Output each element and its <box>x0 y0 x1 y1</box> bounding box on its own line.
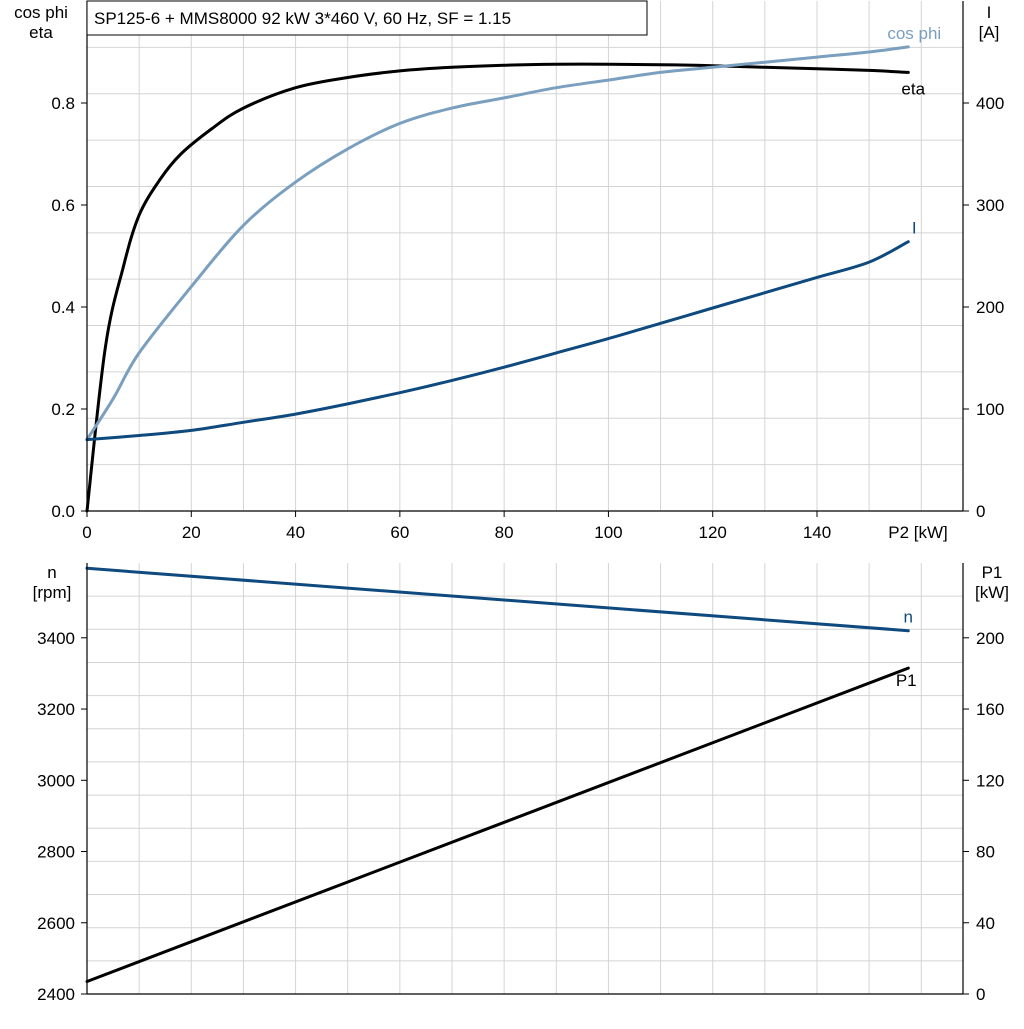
series-label-p1: P1 <box>896 671 917 690</box>
series-line-eta <box>85 62 910 513</box>
left-tick-label: 0.6 <box>51 196 75 215</box>
series-line-n <box>85 566 910 633</box>
x-tick-label: 140 <box>803 523 831 542</box>
title-box: SP125-6 + MMS8000 92 kW 3*460 V, 60 Hz, … <box>86 0 648 36</box>
left-tick-label: 3200 <box>37 700 75 719</box>
series-line-p1 <box>85 666 910 983</box>
right-tick-label: 0 <box>976 985 985 1004</box>
x-tick-label: 20 <box>182 523 201 542</box>
left-tick-label: 0.2 <box>51 400 75 419</box>
right-axis-title: [kW] <box>975 583 1009 602</box>
x-tick-label: 0 <box>82 523 91 542</box>
right-tick-label: 100 <box>976 400 1004 419</box>
left-axis-title: n <box>47 563 56 582</box>
x-tick-label: 60 <box>390 523 409 542</box>
right-axis-title: [A] <box>979 23 1000 42</box>
series-label-i: I <box>912 219 917 238</box>
x-tick-label: 120 <box>699 523 727 542</box>
left-tick-label: 0.4 <box>51 298 75 317</box>
left-axis-title: cos phi <box>14 3 68 22</box>
left-tick-label: 2400 <box>37 985 75 1004</box>
x-tick-label: 80 <box>495 523 514 542</box>
right-tick-label: 160 <box>976 700 1004 719</box>
right-tick-label: 200 <box>976 298 1004 317</box>
right-tick-label: 40 <box>976 914 995 933</box>
left-tick-label: 0.0 <box>51 502 75 521</box>
right-tick-label: 400 <box>976 94 1004 113</box>
right-axis-title: I <box>987 3 992 22</box>
left-axis-title: eta <box>29 23 53 42</box>
right-tick-label: 0 <box>976 502 985 521</box>
left-tick-label: 3000 <box>37 771 75 790</box>
left-tick-label: 3400 <box>37 629 75 648</box>
chart-title: SP125-6 + MMS8000 92 kW 3*460 V, 60 Hz, … <box>94 9 511 28</box>
title-frame <box>86 0 648 36</box>
series-label-cos-phi: cos phi <box>887 24 941 43</box>
x-tick-label: 40 <box>286 523 305 542</box>
right-axis-title: P1 <box>982 563 1003 582</box>
left-tick-label: 0.8 <box>51 94 75 113</box>
right-tick-label: 300 <box>976 196 1004 215</box>
axis-layer <box>81 1 969 995</box>
series-line-i <box>85 240 910 442</box>
right-tick-label: 120 <box>976 771 1004 790</box>
series-label-n: n <box>904 608 913 627</box>
series-layer <box>85 45 910 983</box>
x-tick-label: 100 <box>594 523 622 542</box>
series-line-cos-phi <box>85 45 910 442</box>
left-tick-label: 2800 <box>37 843 75 862</box>
left-tick-label: 2600 <box>37 914 75 933</box>
left-axis-title: [rpm] <box>33 583 72 602</box>
x-axis-title: P2 [kW] <box>888 523 948 542</box>
series-label-eta: eta <box>901 79 925 98</box>
right-tick-label: 80 <box>976 843 995 862</box>
right-tick-label: 200 <box>976 629 1004 648</box>
